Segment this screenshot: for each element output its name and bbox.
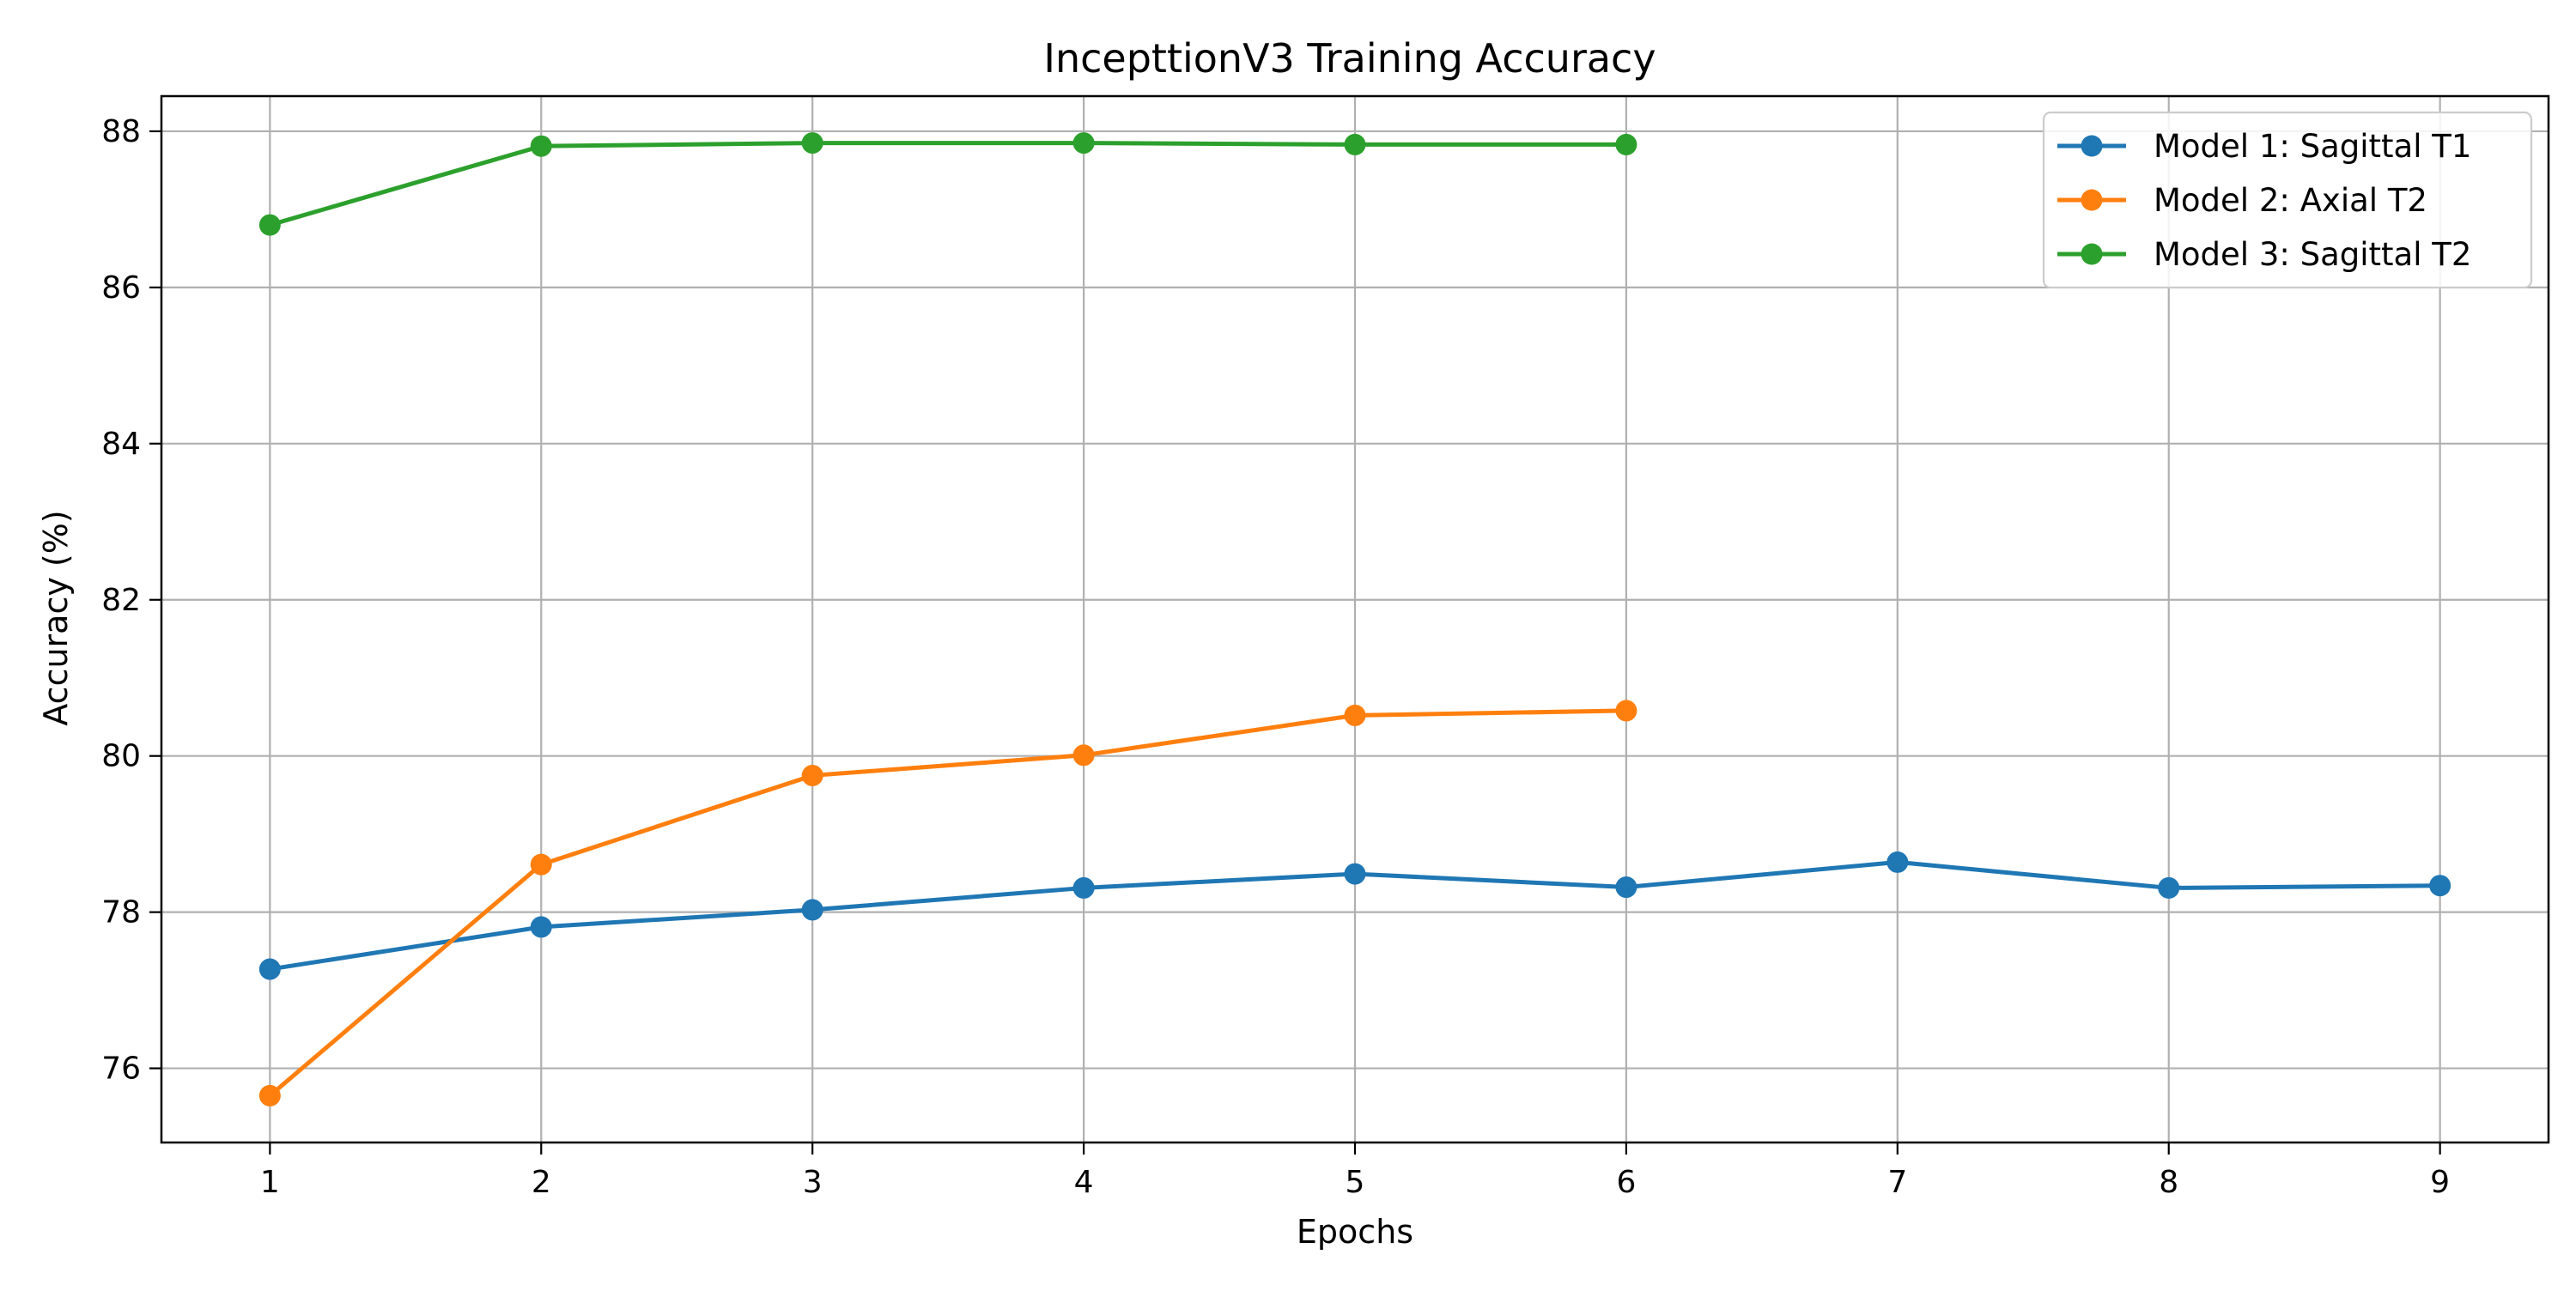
data-point (1615, 133, 1637, 155)
data-point (530, 135, 552, 157)
series-3 (258, 132, 1637, 236)
y-tick-label: 84 (101, 427, 141, 462)
y-tick-label: 76 (101, 1052, 141, 1087)
data-point (258, 214, 281, 236)
legend-marker (2081, 243, 2103, 265)
legend: Model 1: Sagittal T1 Model 2: Axial T2 Mod… (2042, 111, 2533, 289)
x-tick-label: 1 (260, 1165, 280, 1200)
chart-title: IncepttionV3 Training Accuracy (1043, 35, 1656, 82)
x-tick-label: 8 (2159, 1165, 2178, 1200)
data-point (1072, 744, 1095, 767)
legend-marker (2081, 189, 2103, 211)
y-tick-label: 78 (101, 895, 141, 930)
y-tick-label: 82 (101, 583, 141, 618)
data-point (1886, 851, 1909, 873)
series-2 (258, 700, 1637, 1106)
x-tick-label: 2 (532, 1165, 551, 1200)
y-tick-label: 80 (101, 739, 141, 774)
legend-box (2042, 111, 2533, 289)
data-point (2158, 876, 2180, 899)
data-point (258, 1084, 281, 1106)
data-point (801, 764, 823, 786)
data-point (2429, 875, 2451, 897)
x-tick-label: 6 (1616, 1165, 1636, 1200)
data-point (801, 899, 823, 921)
series-layer (258, 132, 2451, 1106)
x-tick-label: 5 (1346, 1165, 1365, 1200)
data-point (530, 853, 552, 876)
x-tick-label: 3 (803, 1165, 823, 1200)
series-1 (258, 851, 2451, 980)
y-tick-label: 88 (101, 114, 141, 149)
x-tick-label: 9 (2430, 1165, 2450, 1200)
data-point (801, 132, 823, 155)
legend-label: Model 1: Sagittal T1 (2154, 128, 2471, 165)
x-axis-label: Epochs (1297, 1213, 1413, 1251)
data-point (1615, 876, 1637, 899)
data-point (530, 916, 552, 938)
data-point (1072, 876, 1095, 899)
legend-label: Model 3: Sagittal T2 (2154, 236, 2471, 273)
data-point (258, 958, 281, 980)
data-point (1615, 700, 1637, 722)
x-tick-label: 7 (1887, 1165, 1907, 1200)
x-tick-label: 4 (1074, 1165, 1094, 1200)
y-axis-label: Accuracy (%) (37, 510, 75, 725)
y-tick-label: 86 (101, 270, 141, 306)
legend-label: Model 2: Axial T2 (2154, 182, 2427, 219)
data-point (1344, 863, 1366, 885)
legend-marker (2081, 135, 2103, 157)
series-line (267, 708, 1629, 1098)
data-point (1344, 704, 1366, 726)
data-point (1344, 133, 1366, 155)
data-point (1072, 132, 1095, 155)
grid (161, 96, 2549, 1143)
legend-item: Model 1: Sagittal T1 (2057, 128, 2471, 165)
series-line (267, 141, 1629, 227)
legend-item: Model 2: Axial T2 (2057, 182, 2427, 219)
legend-item: Model 3: Sagittal T2 (2057, 236, 2471, 273)
